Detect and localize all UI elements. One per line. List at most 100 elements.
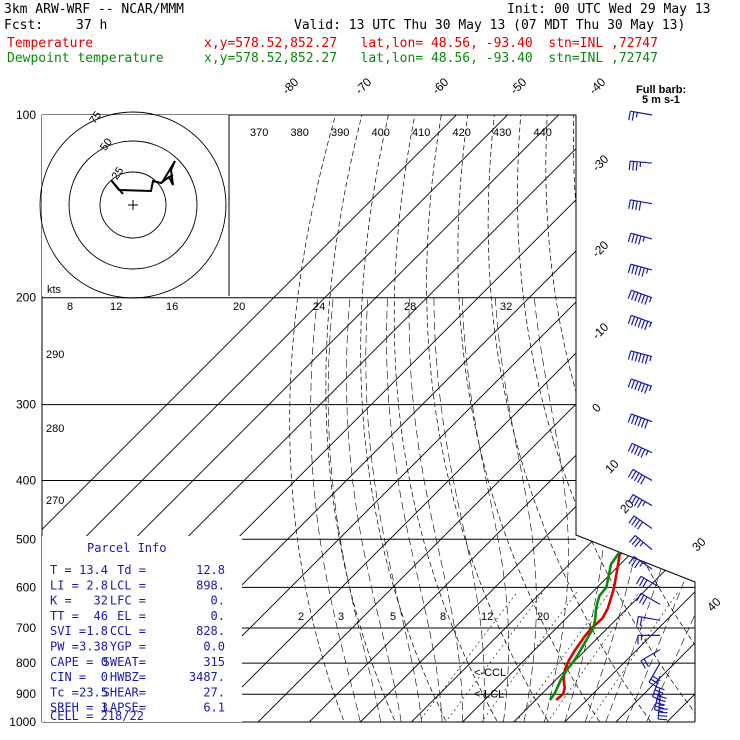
wind-barb-staff bbox=[631, 314, 653, 324]
wind-barb-half-flag bbox=[645, 450, 649, 456]
isotherm-label: 10 bbox=[602, 457, 622, 477]
parcel-param-value: 12.8 bbox=[196, 563, 225, 577]
temperature-legend: Temperature bbox=[7, 36, 94, 51]
isotherm-line bbox=[42, 115, 536, 722]
wind-barb-flag bbox=[627, 233, 632, 243]
theta-label: 290 bbox=[46, 349, 64, 361]
pressure-tick-label: 700 bbox=[16, 621, 36, 635]
wind-barb-flag bbox=[640, 418, 646, 428]
isotherm-label: -70 bbox=[352, 75, 374, 97]
isotherm-line bbox=[551, 115, 695, 722]
wind-barb-flag bbox=[640, 449, 646, 458]
moist-adiabat-line bbox=[534, 297, 569, 722]
wind-barb-flag bbox=[634, 292, 639, 302]
parcel-param-label: SWEAT= bbox=[103, 655, 146, 669]
wind-barb-half-flag bbox=[642, 501, 646, 507]
parcel-param-value: 46 bbox=[94, 609, 108, 623]
hodograph-speed-label: 20 bbox=[233, 301, 245, 313]
wind-barb-flag bbox=[637, 499, 643, 508]
parcel-param-label: PW = bbox=[50, 640, 79, 654]
wind-barb-flag bbox=[644, 355, 649, 365]
parcel-param-value: 0 bbox=[101, 670, 108, 684]
pressure-tick-label: 1000 bbox=[9, 715, 36, 729]
wind-barb-flag bbox=[628, 161, 631, 171]
init-time: Init: 00 UTC Wed 29 May 13 bbox=[507, 2, 711, 17]
wind-barb bbox=[627, 494, 653, 508]
wind-barb-flag bbox=[635, 161, 638, 171]
wind-barb-flag bbox=[628, 111, 631, 121]
isotherm-line bbox=[42, 115, 485, 722]
isotherm-label: 40 bbox=[704, 595, 724, 615]
wind-barb-flag bbox=[631, 111, 635, 121]
wind-barb-flag bbox=[642, 596, 648, 605]
wind-barb-flag bbox=[638, 201, 642, 211]
wind-barb-flag bbox=[639, 617, 643, 627]
theta-e-label: 380 bbox=[291, 127, 309, 139]
hodograph-ring bbox=[68, 140, 198, 270]
wind-barb-flag bbox=[631, 265, 635, 275]
wind-barb-flag bbox=[637, 474, 643, 483]
parcel-param-value: 3.38 bbox=[79, 640, 108, 654]
wind-barb-flag bbox=[634, 381, 639, 390]
wind-barb-flag bbox=[658, 711, 668, 714]
dry-adiabat-line bbox=[706, 115, 740, 735]
wind-barb bbox=[635, 575, 661, 588]
wind-barb-flag bbox=[631, 200, 635, 210]
parcel-cell: CELL = 218/22 bbox=[50, 709, 144, 723]
parcel-param-value: 2.8 bbox=[86, 578, 108, 592]
wind-barb-flag bbox=[627, 289, 632, 299]
wind-barb-flag bbox=[634, 497, 640, 507]
wind-barb-flag bbox=[640, 319, 646, 329]
wind-barb bbox=[628, 556, 653, 570]
wind-barb-half-flag bbox=[648, 385, 652, 392]
hodograph-speed-label: 28 bbox=[404, 301, 416, 313]
wind-barb-flag bbox=[630, 470, 637, 480]
parcel-param-value: 0 bbox=[101, 655, 108, 669]
moist-adiabat-line bbox=[494, 297, 537, 722]
wind-barb-half-flag bbox=[642, 236, 645, 242]
parcel-param-label: K = bbox=[50, 594, 72, 608]
moist-adiabat-line bbox=[605, 297, 695, 722]
parcel-param-value: 3487. bbox=[189, 670, 225, 684]
isotherm-label: -50 bbox=[507, 75, 529, 97]
mixing-ratio-label: 20 bbox=[537, 611, 549, 623]
wind-barb-flag bbox=[637, 447, 643, 457]
isotherm-label: -40 bbox=[586, 75, 608, 97]
parcel-param-value: 1.8 bbox=[86, 624, 108, 638]
hodograph-origin bbox=[128, 200, 138, 210]
mixing-ratio-label: 2 bbox=[298, 611, 304, 623]
wind-barb bbox=[628, 110, 653, 121]
hodograph-speed-label: 32 bbox=[500, 301, 512, 313]
dry-adiabat-line bbox=[289, 115, 350, 722]
isotherm-line bbox=[602, 115, 695, 722]
wind-barb bbox=[627, 468, 653, 485]
parcel-param-value: 32 bbox=[94, 594, 108, 608]
wind-barb-flag bbox=[640, 383, 646, 393]
wind-barb bbox=[627, 350, 653, 365]
wind-barb-flag bbox=[642, 579, 648, 588]
parcel-param-label: EL = bbox=[117, 609, 146, 623]
wind-barb-flag bbox=[644, 321, 649, 331]
wind-barb-flag bbox=[627, 469, 634, 478]
wind-barb-flag bbox=[644, 296, 649, 305]
pressure-tick-label: 300 bbox=[16, 398, 36, 412]
hodograph-trace bbox=[110, 160, 176, 195]
wind-barb-flag bbox=[636, 616, 639, 626]
valid-time: Valid: 13 UTC Thu 30 May 13 (07 MDT Thu … bbox=[294, 18, 686, 33]
wind-barb-flag bbox=[636, 521, 644, 530]
wind-barb-flag bbox=[627, 350, 632, 360]
theta-e-label: 370 bbox=[250, 127, 268, 139]
wind-barb-flag bbox=[628, 199, 631, 209]
wind-barb-flag bbox=[630, 316, 636, 326]
isotherm-line bbox=[500, 115, 695, 722]
mixing-ratio-line bbox=[538, 591, 640, 722]
wind-barb bbox=[627, 413, 653, 429]
wind-barb-flag bbox=[631, 233, 635, 243]
wind-barb-flag bbox=[634, 472, 640, 482]
wind-barb-flag bbox=[638, 353, 642, 363]
pressure-tick-label: 100 bbox=[16, 108, 36, 122]
wind-barb-flag bbox=[631, 558, 638, 567]
wind-barb-flag bbox=[628, 515, 635, 524]
dry-adiabat-line bbox=[626, 115, 695, 722]
parcel-param-value: 315 bbox=[203, 655, 225, 669]
